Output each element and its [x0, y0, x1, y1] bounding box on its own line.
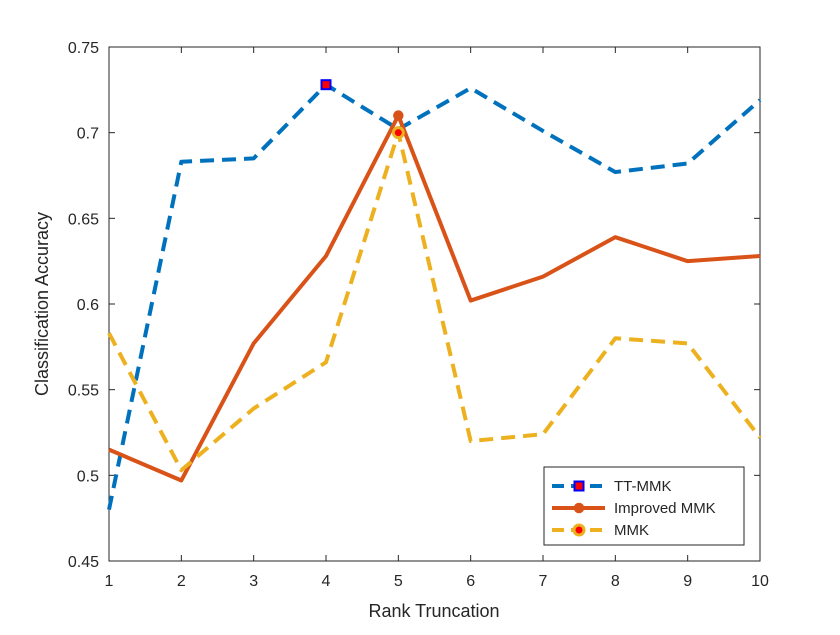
series-line-improved-mmk — [108, 113, 761, 483]
data-point-improved-mmk — [393, 110, 404, 121]
x-tick-label: 6 — [466, 573, 475, 590]
series-line-mmk — [107, 130, 762, 473]
legend-marker-tt-mmk — [573, 480, 585, 492]
y-tick-label: 0.75 — [68, 40, 99, 57]
axis-ticks: 1 2 3 4 5 6 7 8 9 10 0.45 0.5 0.55 0.6 0.65 0.7 0.75 — [68, 40, 769, 590]
legend: TT-MMK Improved MMK MMK — [543, 466, 745, 546]
x-tick-label: 1 — [105, 573, 114, 590]
data-point-mmk — [391, 126, 405, 140]
legend-marker-improved-mmk — [573, 502, 585, 514]
data-point-tt-mmk — [320, 79, 332, 91]
series-line-tt-mmk — [107, 82, 762, 511]
x-tick-label: 7 — [539, 573, 548, 590]
legend-marker-mmk — [572, 523, 586, 537]
x-tick-label: 9 — [683, 573, 692, 590]
legend-label-tt-mmk: TT-MMK — [614, 478, 672, 495]
y-axis-title: Classification Accuracy — [32, 212, 52, 396]
legend-label-mmk: MMK — [614, 522, 649, 539]
y-tick-label: 0.6 — [77, 297, 99, 314]
x-tick-label: 2 — [177, 573, 186, 590]
y-tick-label: 0.65 — [68, 211, 99, 228]
series-group — [107, 79, 762, 511]
x-axis-title: Rank Truncation — [368, 601, 499, 621]
y-tick-label: 0.45 — [68, 554, 99, 571]
y-tick-label: 0.7 — [77, 126, 99, 143]
y-tick-label: 0.5 — [77, 468, 99, 485]
x-tick-label: 10 — [751, 573, 769, 590]
x-tick-label: 5 — [394, 573, 403, 590]
y-tick-label: 0.55 — [68, 383, 99, 400]
x-tick-label: 4 — [322, 573, 331, 590]
x-tick-label: 3 — [249, 573, 258, 590]
x-tick-label: 8 — [611, 573, 620, 590]
legend-label-improved-mmk: Improved MMK — [614, 500, 716, 517]
